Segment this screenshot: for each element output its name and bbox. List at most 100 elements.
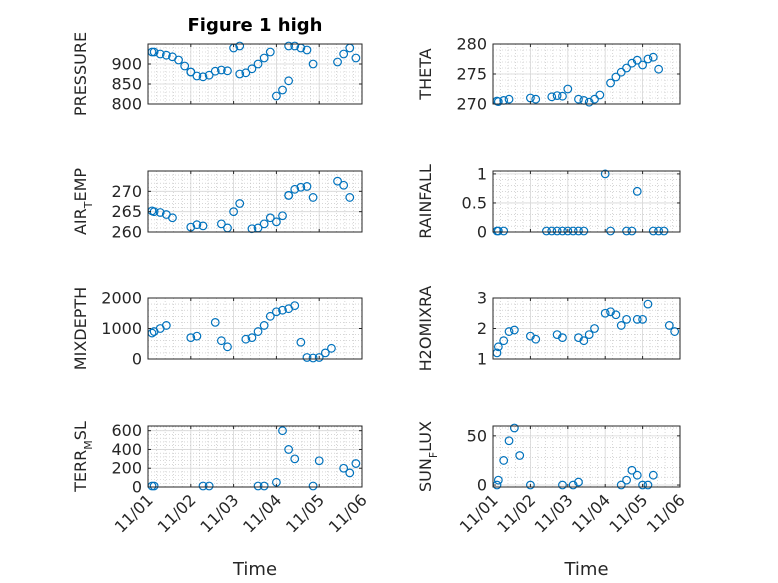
data-point — [155, 49, 165, 59]
data-point — [155, 208, 165, 217]
data-point — [290, 454, 300, 464]
data-point — [504, 436, 514, 446]
data-point — [278, 426, 287, 436]
data-point — [574, 94, 583, 104]
data-point — [654, 64, 664, 74]
data-point — [574, 226, 583, 236]
data-point — [253, 481, 263, 491]
data-point — [616, 67, 626, 77]
y-tick-label: 0 — [477, 476, 487, 495]
data-point — [186, 333, 196, 343]
data-point — [547, 92, 557, 102]
data-point — [558, 91, 567, 101]
data-point — [622, 63, 631, 73]
axes-box — [147, 43, 363, 105]
data-point — [272, 91, 281, 101]
y-axis-label-rest: EMP — [71, 168, 90, 202]
data-point — [493, 226, 503, 236]
y-axis-label: RAINFALL — [416, 164, 435, 239]
grid — [148, 426, 362, 487]
data-point — [563, 226, 573, 236]
data-point — [284, 445, 294, 454]
plot-area — [148, 171, 362, 232]
data-point — [531, 334, 541, 344]
data-point — [235, 199, 245, 208]
data-point — [284, 76, 294, 86]
y-tick-label: 270 — [456, 95, 487, 114]
data-point — [186, 67, 196, 77]
data-point — [632, 186, 642, 196]
data-point — [204, 70, 214, 80]
data-point — [247, 64, 257, 74]
data-point — [259, 321, 269, 330]
data-point — [272, 307, 281, 317]
data-point — [308, 59, 318, 69]
data-point — [590, 94, 599, 104]
y-axis-label: SUNFLUX — [416, 421, 440, 492]
chart-title: Figure 1 high — [188, 15, 323, 36]
y-tick-label: 0 — [132, 350, 142, 369]
axes-box — [492, 170, 681, 233]
data-point — [563, 84, 573, 94]
data-point — [284, 41, 294, 51]
y-tick-label: 0 — [477, 223, 487, 242]
data-point — [499, 226, 509, 236]
data-point — [648, 226, 658, 236]
data-point — [302, 182, 312, 191]
y-axis-label: TERRMSL — [71, 421, 95, 493]
data-point — [265, 311, 275, 321]
series-markers — [492, 169, 669, 236]
subplot-2: 270 275 280 THETA — [416, 35, 681, 114]
data-point — [259, 53, 269, 63]
axes-box — [147, 425, 363, 488]
data-point — [499, 456, 509, 465]
data-point — [192, 331, 202, 341]
data-point — [192, 71, 202, 81]
series-markers — [147, 426, 361, 491]
data-point — [499, 336, 509, 346]
data-point — [339, 180, 349, 190]
y-axis-label: H2OMIXRA — [416, 286, 435, 372]
data-point — [611, 72, 621, 82]
y-tick-label: 1 — [477, 350, 487, 369]
y-tick-label: 200 — [111, 459, 142, 478]
data-point — [345, 468, 355, 478]
data-point — [531, 94, 541, 104]
data-point — [235, 69, 245, 79]
data-point — [198, 72, 208, 82]
data-point — [493, 342, 503, 352]
subplot-5: 0 1000 2000 MIXDEPTH — [71, 287, 363, 370]
grid — [148, 171, 362, 232]
data-point — [622, 475, 631, 485]
data-point — [558, 480, 567, 490]
data-point — [590, 324, 599, 333]
x-axis-label: Time — [232, 559, 277, 580]
data-point — [622, 314, 631, 324]
y-tick-label: 275 — [456, 65, 487, 84]
series-markers — [492, 299, 680, 358]
y-tick-label: 50 — [467, 426, 487, 445]
y-axis-label: THETA — [416, 48, 435, 100]
series-markers — [147, 41, 361, 101]
data-point — [210, 66, 220, 76]
data-point — [235, 41, 245, 51]
data-point — [632, 470, 642, 480]
data-point — [622, 226, 631, 236]
data-point — [632, 55, 642, 65]
data-point — [351, 53, 361, 63]
data-point — [278, 305, 287, 315]
data-point — [643, 480, 653, 490]
data-point — [296, 182, 306, 192]
data-point — [278, 211, 287, 221]
data-point — [253, 327, 263, 336]
data-point — [515, 451, 525, 460]
data-point — [643, 54, 653, 64]
y-tick-label: 3 — [477, 289, 487, 308]
data-point — [320, 348, 330, 358]
y-axis-label: MIXDEPTH — [71, 287, 90, 370]
data-point — [149, 47, 159, 57]
data-point — [574, 477, 583, 487]
data-point — [547, 226, 557, 236]
